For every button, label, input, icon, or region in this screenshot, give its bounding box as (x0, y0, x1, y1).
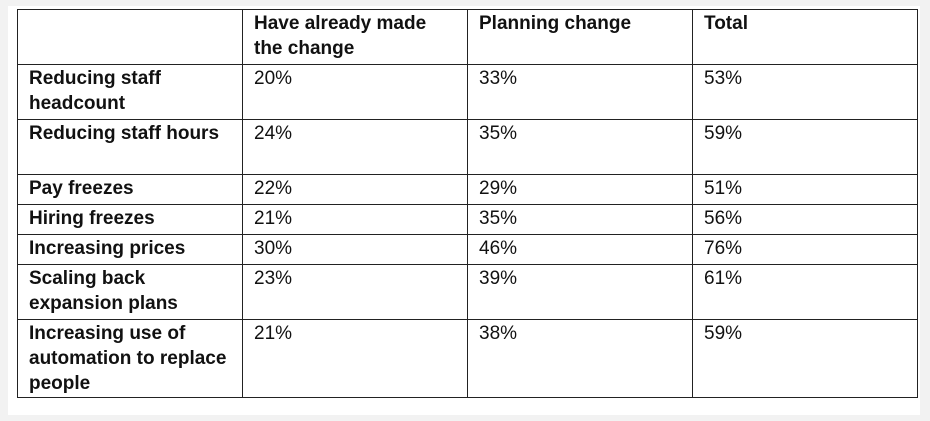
made-cell: 30% (242, 234, 468, 265)
row-label: Increasing prices (17, 234, 243, 265)
header-cell-empty (17, 9, 243, 65)
planning-cell: 29% (467, 174, 693, 205)
table-row: Increasing use of automation to replace … (17, 319, 918, 398)
planning-cell: 39% (467, 264, 693, 320)
header-cell-planning: Planning change (467, 9, 693, 65)
planning-cell: 35% (467, 204, 693, 235)
planning-cell: 46% (467, 234, 693, 265)
made-cell: 20% (242, 64, 468, 120)
table-row: Pay freezes 22% 29% 51% (17, 174, 918, 205)
total-cell: 51% (692, 174, 918, 205)
table-row: Reducing staff hours 24% 35% 59% (17, 119, 918, 175)
header-cell-total: Total (692, 9, 918, 65)
planning-cell: 35% (467, 119, 693, 175)
total-cell: 59% (692, 319, 918, 398)
total-cell: 53% (692, 64, 918, 120)
row-label: Reducing staff headcount (17, 64, 243, 120)
table-row: Increasing prices 30% 46% 76% (17, 234, 918, 265)
row-label: Scaling back expansion plans (17, 264, 243, 320)
made-cell: 24% (242, 119, 468, 175)
total-cell: 61% (692, 264, 918, 320)
total-cell: 59% (692, 119, 918, 175)
made-cell: 23% (242, 264, 468, 320)
total-cell: 56% (692, 204, 918, 235)
planning-cell: 38% (467, 319, 693, 398)
made-cell: 22% (242, 174, 468, 205)
row-label: Pay freezes (17, 174, 243, 205)
row-label: Reducing staff hours (17, 119, 243, 175)
header-row: Have already made the change Planning ch… (17, 9, 918, 65)
made-cell: 21% (242, 319, 468, 398)
row-label: Hiring freezes (17, 204, 243, 235)
total-cell: 76% (692, 234, 918, 265)
header-cell-made: Have already made the change (242, 9, 468, 65)
table-row: Scaling back expansion plans 23% 39% 61% (17, 264, 918, 320)
table-row: Reducing staff headcount 20% 33% 53% (17, 64, 918, 120)
planning-cell: 33% (467, 64, 693, 120)
row-label: Increasing use of automation to replace … (17, 319, 243, 398)
data-table: Have already made the change Planning ch… (17, 9, 918, 398)
table-container: Have already made the change Planning ch… (8, 6, 920, 415)
made-cell: 21% (242, 204, 468, 235)
table-row: Hiring freezes 21% 35% 56% (17, 204, 918, 235)
